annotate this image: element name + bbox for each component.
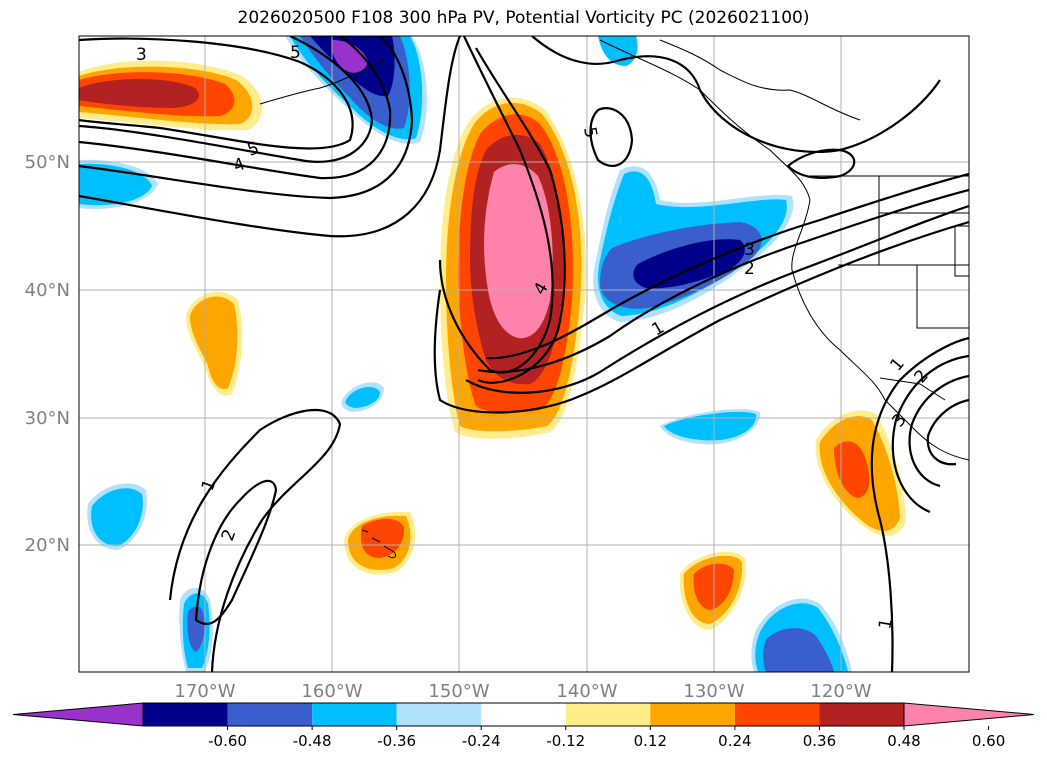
colorbar-ticks: -0.60 -0.48 -0.36 -0.24 -0.12 0.12 0.24 0.36 0.4…	[208, 726, 1005, 750]
contour-line	[786, 148, 856, 179]
coastline-hawaii	[361, 529, 397, 559]
contour-line	[891, 354, 969, 514]
pv-positive-anomaly-nw	[79, 79, 199, 108]
colorbar-cell	[481, 703, 566, 726]
colorbar-extend-min	[12, 702, 144, 727]
lon-label: 170°W	[174, 681, 235, 702]
contour-line	[79, 36, 374, 163]
map-title: 2026020500 F108 300 hPa PV, Potential Vo…	[237, 8, 810, 28]
colorbar: -0.60 -0.48 -0.36 -0.24 -0.12 0.12 0.24 0.36 0.4…	[12, 702, 1035, 750]
colorbar-cell	[819, 703, 904, 726]
contour-line	[433, 220, 969, 414]
colorbar-tick-label: -0.60	[208, 732, 247, 750]
pv-negative-anomaly-sw	[91, 488, 143, 546]
colorbar-cell	[143, 703, 228, 726]
contour-line	[908, 374, 969, 488]
colorbar-tick-label: -0.48	[293, 732, 332, 750]
map-frame	[78, 35, 970, 673]
lon-label: 140°W	[556, 681, 617, 702]
contour-line	[477, 188, 969, 374]
coastline-aleutians	[259, 59, 385, 105]
lat-label: 40°N	[25, 280, 70, 301]
contour-line	[589, 107, 634, 167]
coastline-alaska	[659, 39, 861, 121]
contour-line	[438, 36, 554, 374]
colorbar-cell	[227, 703, 313, 726]
graticule	[79, 36, 969, 672]
lon-label: 130°W	[683, 681, 744, 702]
contour-line	[475, 47, 566, 384]
contour-line	[79, 36, 462, 238]
coastline-north-america	[599, 39, 969, 461]
contour-line	[531, 36, 941, 154]
lat-label: 50°N	[25, 152, 70, 173]
colorbar-cell	[565, 703, 651, 726]
border-us-mexico	[879, 377, 946, 401]
colorbar-cell	[312, 703, 397, 726]
contour-label: 5	[290, 43, 301, 63]
lat-label: 30°N	[25, 408, 70, 429]
pv-positive-anomaly-small	[190, 296, 238, 390]
contour-label: 3	[136, 45, 147, 65]
border-box	[954, 225, 969, 277]
colorbar-cell	[734, 703, 820, 726]
colorbar-tick-label: -0.24	[462, 732, 501, 750]
colorbar-tick-label: 0.36	[803, 732, 836, 750]
coastlines	[259, 39, 969, 559]
contour-label: 5	[579, 125, 601, 139]
contour-line	[465, 204, 969, 394]
pv-negative-anomaly-ne-pacific	[633, 239, 745, 289]
colorbar-cell	[396, 703, 482, 726]
pv-positive-anomaly-east	[834, 441, 870, 498]
lon-labels: 170°W 160°W 150°W 140°W 130°W 120°W	[174, 681, 871, 702]
lat-labels: 50°N 40°N 30°N 20°N	[25, 152, 70, 556]
pv-negative-anomaly-mid	[664, 411, 757, 441]
contour-line	[168, 408, 342, 672]
colorbar-extend-max	[903, 702, 1035, 727]
contour-line	[870, 336, 969, 672]
lon-label: 120°W	[810, 681, 871, 702]
pv-positive-anomaly-hawaii	[360, 518, 404, 558]
colorbar-tick-label: -0.12	[546, 732, 585, 750]
pv-negative-anomaly-se	[763, 628, 834, 672]
contour-label: 2	[744, 259, 755, 279]
contour-label: 1	[875, 617, 897, 631]
lon-label: 160°W	[301, 681, 362, 702]
pv-negative-anomaly-south	[187, 606, 205, 652]
map-area: 3 5 4 5 5 3 2 4 1 1 2 1 2 3 1	[79, 36, 969, 672]
contour-line	[79, 36, 414, 200]
colorbar-tick-label: 0.48	[887, 732, 920, 750]
contour-label: 3	[744, 240, 755, 260]
colorbar-tick-label: -0.36	[377, 732, 416, 750]
pv-negative-anomaly-small	[345, 386, 380, 408]
colorbar-tick-label: 0.24	[718, 732, 751, 750]
contour-line	[79, 37, 354, 150]
colorbar-cells	[12, 702, 1035, 727]
contour-line	[926, 398, 969, 466]
border-state-lines	[838, 176, 969, 329]
lon-label: 150°W	[428, 681, 489, 702]
contour-line	[194, 479, 278, 625]
contour-line	[79, 36, 392, 180]
contour-lines	[79, 36, 969, 672]
pv-positive-anomaly-central	[484, 164, 553, 339]
colorbar-outline	[142, 702, 905, 727]
pv-negative-anomaly-aleutian	[331, 40, 368, 73]
colorbar-tick-label: 0.12	[634, 732, 667, 750]
lat-label: 20°N	[25, 535, 70, 556]
colorbar-cell	[650, 703, 735, 726]
colorbar-tick-label: 0.60	[972, 732, 1005, 750]
contour-line	[485, 172, 969, 360]
